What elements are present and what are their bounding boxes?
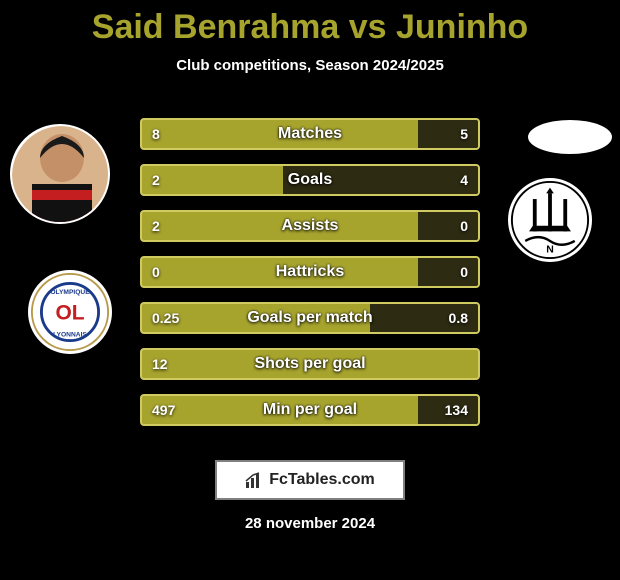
stat-row-goals-per-match: 0.25 Goals per match 0.8: [140, 302, 480, 334]
svg-text:OL: OL: [55, 302, 84, 325]
stats-container: 8 Matches 5 2 Goals 4 2 Assists 0 0 Hatt…: [140, 118, 480, 440]
stat-label: Goals: [142, 171, 478, 189]
player-right-portrait: [528, 120, 612, 154]
stat-label: Min per goal: [142, 401, 478, 419]
stat-row-goals: 2 Goals 4: [140, 164, 480, 196]
svg-text:OLYMPIQUE: OLYMPIQUE: [50, 289, 90, 296]
stat-label: Matches: [142, 125, 478, 143]
stat-row-min-per-goal: 497 Min per goal 134: [140, 394, 480, 426]
subtitle: Club competitions, Season 2024/2025: [0, 57, 620, 74]
stat-row-assists: 2 Assists 0: [140, 210, 480, 242]
stat-row-hattricks: 0 Hattricks 0: [140, 256, 480, 288]
stat-row-shots-per-goal: 12 Shots per goal: [140, 348, 480, 380]
chart-icon: [245, 471, 263, 489]
player-left-portrait: [10, 124, 110, 224]
stat-right-value: 0.8: [449, 310, 468, 326]
stat-right-value: 5: [460, 126, 468, 142]
stat-label: Hattricks: [142, 263, 478, 281]
svg-text:N: N: [546, 244, 554, 255]
club-right-logo: N: [508, 178, 592, 262]
fctables-label: FcTables.com: [269, 471, 375, 489]
stat-right-value: 0: [460, 264, 468, 280]
svg-text:LYONNAIS: LYONNAIS: [53, 332, 87, 339]
page-title: Said Benrahma vs Juninho: [0, 0, 620, 47]
stat-label: Shots per goal: [142, 355, 478, 373]
stat-label: Goals per match: [142, 309, 478, 327]
club-left-logo: OLYMPIQUE LYONNAIS OL: [28, 270, 112, 354]
footer-date: 28 november 2024: [245, 515, 375, 532]
stat-right-value: 4: [460, 172, 468, 188]
stat-right-value: 0: [460, 218, 468, 234]
stat-row-matches: 8 Matches 5: [140, 118, 480, 150]
stat-label: Assists: [142, 217, 478, 235]
fctables-link[interactable]: FcTables.com: [215, 460, 405, 500]
stat-right-value: 134: [445, 402, 468, 418]
